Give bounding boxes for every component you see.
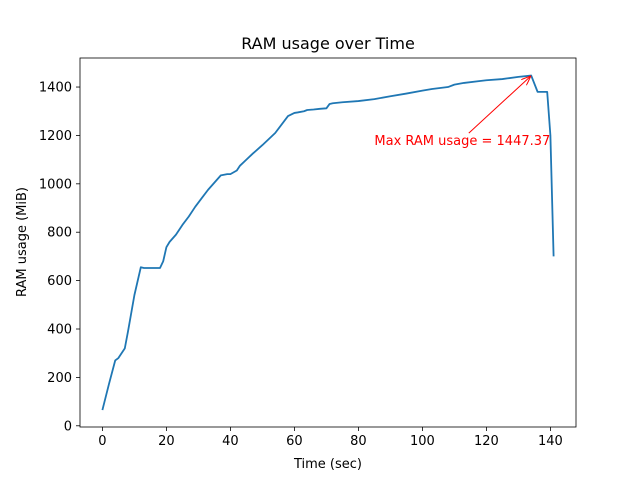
- x-tick-label: 100: [410, 434, 435, 449]
- plot-area: [80, 58, 576, 427]
- max-annotation-label: Max RAM usage = 1447.37: [374, 134, 550, 149]
- chart-title: RAM usage over Time: [241, 34, 415, 53]
- ram-usage-line: [101, 74, 555, 411]
- y-tick-label: 1000: [39, 177, 72, 192]
- y-tick-label: 400: [47, 323, 72, 338]
- max-annotation-arrow: [468, 77, 530, 134]
- y-tick-label: 800: [47, 226, 72, 241]
- x-axis-label: Time (sec): [293, 457, 362, 472]
- y-tick-label: 600: [47, 274, 72, 289]
- y-tick-label: 0: [64, 419, 72, 434]
- x-tick-label: 120: [474, 434, 499, 449]
- x-tick-label: 60: [286, 434, 303, 449]
- x-tick-label: 0: [98, 434, 106, 449]
- x-tick-label: 140: [538, 434, 563, 449]
- y-tick-label: 200: [47, 371, 72, 386]
- x-tick-label: 20: [158, 434, 175, 449]
- y-axis-ticks: 0 200 400 600 800 1000 1200 1400: [39, 81, 80, 434]
- plot-frame: [79, 57, 577, 428]
- x-tick-label: 40: [222, 434, 239, 449]
- y-axis-label: RAM usage (MiB): [15, 187, 30, 297]
- x-tick-label: 80: [350, 434, 367, 449]
- y-tick-label: 1400: [39, 81, 72, 96]
- y-tick-label: 1200: [39, 129, 72, 144]
- x-axis-ticks: 0 20 40 60 80 100 120 140: [98, 427, 563, 449]
